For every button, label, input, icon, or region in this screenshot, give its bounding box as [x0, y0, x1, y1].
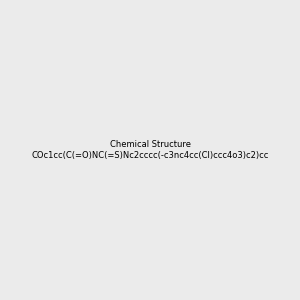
Text: Chemical Structure
COc1cc(C(=O)NC(=S)Nc2cccc(-c3nc4cc(Cl)ccc4o3)c2)cc: Chemical Structure COc1cc(C(=O)NC(=S)Nc2…: [31, 140, 269, 160]
